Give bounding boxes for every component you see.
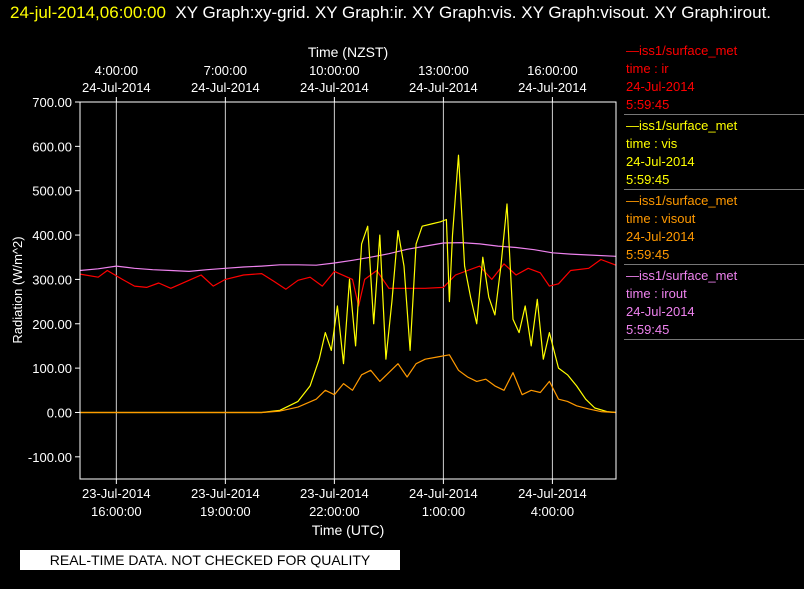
legend-source: —iss1/surface_met [626,118,738,133]
y-tick-label: 600.00 [32,139,72,154]
plot-frame [79,101,617,480]
legend-source: —iss1/surface_met [626,193,738,208]
legend-date: 24-Jul-2014 [626,304,695,319]
legend-source: —iss1/surface_met [626,268,738,283]
x-tick-label: 23-Jul-2014 [191,486,260,501]
x2-tick-label: 7:00:00 [204,63,247,78]
x-tick-label: 24-Jul-2014 [409,486,478,501]
x2-axis-label: Time (NZST) [308,44,388,60]
x-tick-label: 1:00:00 [422,504,465,519]
y-tick-label: 0.00 [47,405,72,420]
x-tick-label: 22:00:00 [309,504,360,519]
grid [115,102,553,479]
legend-entry-vis: —iss1/surface_met time : vis 24-Jul-2014… [624,117,804,190]
x2-tick-label: 24-Jul-2014 [300,80,369,95]
legend-date: 24-Jul-2014 [626,79,695,94]
legend-entry-ir: —iss1/surface_met time : ir 24-Jul-2014 … [624,42,804,115]
x2-axis: 4:00:00 24-Jul-2014 7:00:00 24-Jul-2014 10:0… [82,63,587,102]
timestamp: 24-jul-2014,06:00:00 [10,3,166,22]
x2-tick-label: 24-Jul-2014 [191,80,260,95]
x2-tick-label: 24-Jul-2014 [409,80,478,95]
series-line-timevisout [80,354,617,414]
legend-source: —iss1/surface_met [626,43,738,58]
legend-time: 5:59:45 [626,322,670,337]
x-tick-label: 16:00:00 [91,504,142,519]
legend-time: 5:59:45 [626,97,670,112]
x-tick-label: 24-Jul-2014 [518,486,587,501]
legend-var: time : vis [626,136,678,151]
quality-notice: REAL-TIME DATA. NOT CHECKED FOR QUALITY [20,550,400,570]
x2-tick-label: 13:00:00 [418,63,469,78]
x2-tick-label: 24-Jul-2014 [518,80,587,95]
x2-tick-label: 10:00:00 [309,63,360,78]
legend-var: time : visout [626,211,696,226]
y-tick-label: 400.00 [32,228,72,243]
x-tick-label: 19:00:00 [200,504,251,519]
series-line-timevis [80,154,617,414]
series-lines [79,154,617,414]
legend-var: time : ir [626,61,669,76]
page-title: 24-jul-2014,06:00:00 XY Graph:xy-grid. X… [10,2,800,24]
x-tick-label: 4:00:00 [531,504,574,519]
legend-var: time : irout [626,286,687,301]
legend-date: 24-Jul-2014 [626,154,695,169]
y-axis-label: Radiation (W/m^2) [10,236,25,343]
y-tick-label: 700.00 [32,95,72,110]
graph-titles: XY Graph:xy-grid. XY Graph:ir. XY Graph:… [175,3,772,22]
x-axis: 23-Jul-2014 16:00:00 23-Jul-2014 19:00:00 23… [82,479,587,519]
legend-time: 5:59:45 [626,247,670,262]
y-tick-label: 100.00 [32,361,72,376]
y-tick-label: 200.00 [32,317,72,332]
x2-tick-label: 4:00:00 [95,63,138,78]
y-axis: 700.00 600.00 500.00 400.00 300.00 200.00 100.… [28,95,80,465]
series-line-timeirout [79,242,617,272]
legend-entry-irout: —iss1/surface_met time : irout 24-Jul-20… [624,267,804,340]
series-line-timeir [79,258,617,307]
y-tick-label: -100.00 [28,450,72,465]
x2-tick-label: 24-Jul-2014 [82,80,151,95]
legend-entry-visout: —iss1/surface_met time : visout 24-Jul-2… [624,192,804,265]
x2-tick-label: 16:00:00 [527,63,578,78]
legend-time: 5:59:45 [626,172,670,187]
x-tick-label: 23-Jul-2014 [300,486,369,501]
y-tick-label: 500.00 [32,184,72,199]
y-tick-label: 300.00 [32,272,72,287]
x-axis-label: Time (UTC) [312,522,385,538]
legend: —iss1/surface_met time : ir 24-Jul-2014 … [624,42,804,342]
legend-date: 24-Jul-2014 [626,229,695,244]
x-tick-label: 23-Jul-2014 [82,486,151,501]
